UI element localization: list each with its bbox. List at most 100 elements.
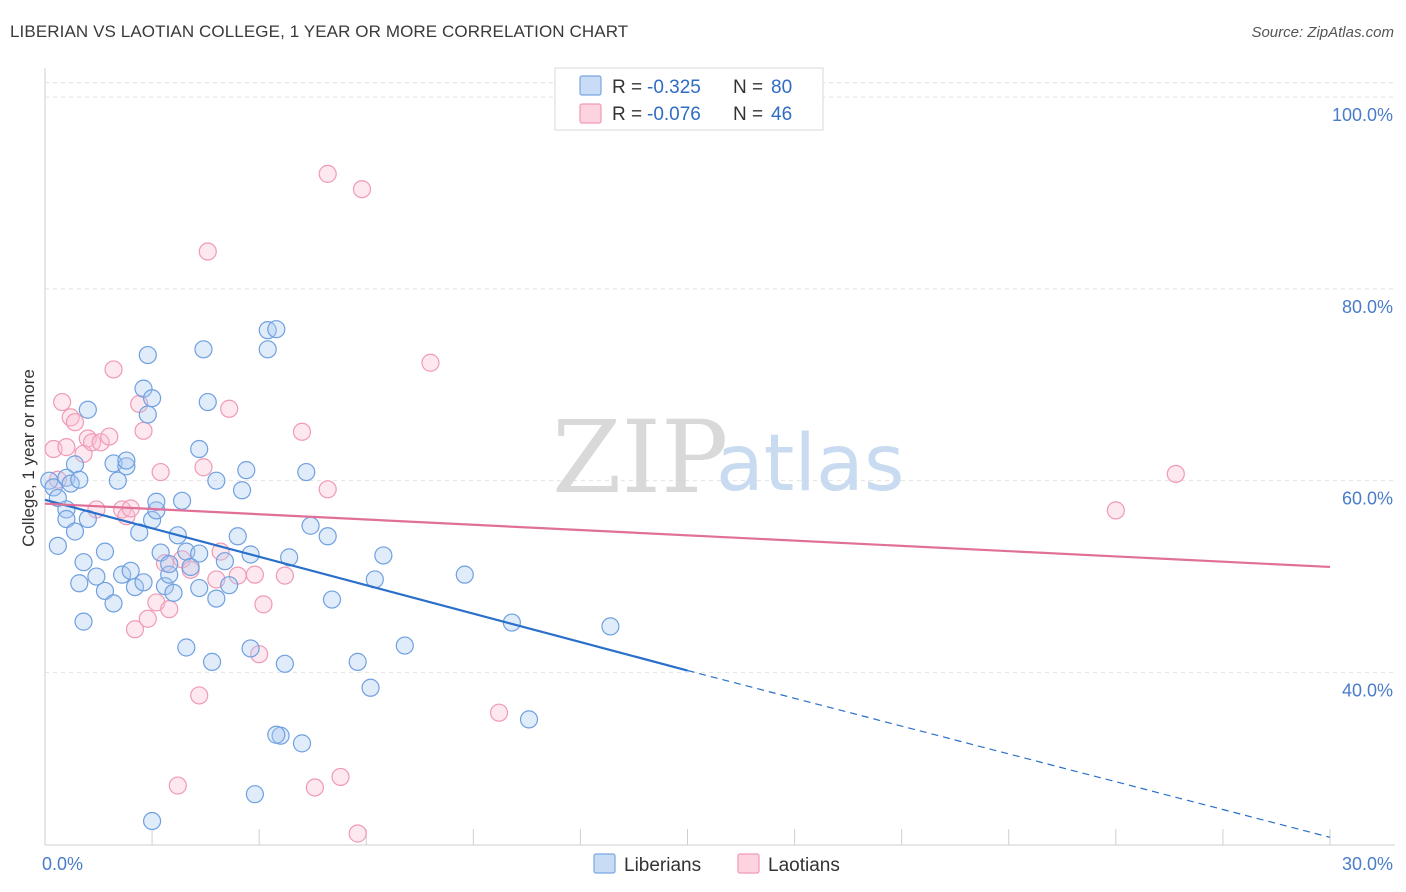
laotians-point	[190, 686, 209, 705]
laotians-point	[198, 242, 217, 261]
liberians-point	[601, 617, 620, 636]
laotians-point	[1166, 464, 1185, 484]
liberians-point	[361, 678, 380, 697]
liberians-point	[190, 439, 209, 459]
liberians-point	[245, 785, 264, 804]
laotians-trend-line	[44, 502, 1331, 569]
liberians-point	[228, 527, 247, 546]
liberians-point	[177, 638, 196, 657]
liberians-point	[95, 581, 115, 601]
liberians-point	[301, 516, 320, 535]
liberians-point	[202, 652, 222, 671]
y-tick-label-40: 40.0%	[1342, 680, 1393, 700]
liberians-point	[215, 552, 234, 571]
liberians-point	[134, 573, 153, 592]
liberians-point	[207, 471, 226, 490]
laotians-point	[245, 565, 264, 584]
liberians-point	[138, 405, 157, 424]
stats-n-value-laotians: 46	[771, 104, 792, 125]
liberians-point	[87, 567, 106, 586]
liberians-point	[267, 320, 286, 339]
liberians-point	[108, 471, 127, 490]
liberians-point	[395, 636, 414, 655]
laotians-point	[275, 566, 294, 585]
liberians-trend-line	[44, 498, 688, 672]
stats-legend-swatch-liberians	[579, 75, 602, 96]
laotians-points	[44, 164, 1185, 843]
series-legend: Liberians Laotians	[593, 853, 840, 876]
laotians-point	[138, 609, 157, 628]
liberians-point	[198, 392, 217, 412]
laotians-point	[1106, 501, 1125, 520]
x-tick-label-max: 30.0%	[1342, 854, 1393, 874]
liberians-point	[104, 594, 123, 613]
stats-n-label-liberians: N =	[733, 77, 763, 98]
liberians-point	[292, 734, 312, 753]
stats-r-value-liberians: -0.325	[647, 77, 701, 98]
y-axis-label: College, 1 year or more	[19, 369, 38, 547]
laotians-point	[348, 824, 367, 843]
laotians-point	[292, 422, 312, 441]
stats-r-label-laotians: R =	[612, 104, 642, 125]
laotians-point	[125, 620, 145, 639]
liberians-point	[65, 455, 85, 474]
laotians-point	[194, 458, 213, 477]
liberians-point	[237, 461, 256, 480]
liberians-point	[181, 557, 200, 577]
laotians-point	[57, 438, 76, 457]
legend-swatch-laotians	[737, 853, 760, 874]
source-credit: Source: ZipAtlas.com	[1251, 24, 1394, 41]
stats-legend-swatch-laotians	[579, 103, 602, 124]
liberians-point	[194, 340, 213, 359]
chart-title: LIBERIAN VS LAOTIAN COLLEGE, 1 YEAR OR M…	[10, 22, 629, 41]
liberians-point	[374, 546, 393, 565]
laotians-point	[151, 462, 170, 482]
axes: 40.0% 60.0% 80.0% 100.0% 0.0% 30.0%	[42, 68, 1395, 874]
liberians-point	[207, 589, 226, 608]
laotians-point	[489, 703, 509, 722]
stats-legend: R = -0.325 N = 80 R = -0.076 N = 46	[554, 67, 824, 131]
liberians-point	[74, 612, 93, 631]
stats-n-value-liberians: 80	[771, 77, 792, 98]
liberians-point	[190, 544, 209, 563]
liberians-point	[241, 639, 260, 658]
laotians-point	[168, 776, 187, 795]
y-tick-label-80: 80.0%	[1342, 297, 1393, 317]
liberians-point	[44, 478, 63, 497]
gridlines	[45, 82, 1395, 673]
liberians-point	[267, 725, 286, 744]
laotians-point	[318, 480, 337, 499]
laotians-point	[104, 360, 123, 379]
laotians-point	[53, 392, 72, 412]
liberians-point	[117, 457, 136, 476]
liberians-point	[138, 345, 157, 365]
liberians-point	[322, 590, 342, 609]
laotians-point	[254, 595, 273, 614]
liberians-point	[61, 474, 80, 493]
liberians-point	[258, 340, 277, 359]
legend-label-laotians: Laotians	[768, 855, 840, 876]
liberians-point	[220, 576, 239, 595]
liberians-point	[275, 654, 294, 673]
laotians-point	[65, 413, 85, 432]
liberians-point	[65, 522, 85, 541]
stats-r-label-liberians: R =	[612, 77, 642, 98]
laotians-point	[318, 164, 337, 183]
liberians-point	[142, 811, 162, 831]
trend-lines	[44, 498, 1331, 838]
liberians-point	[190, 578, 209, 598]
liberians-point	[142, 389, 162, 408]
liberians-point	[318, 527, 337, 546]
liberians-points	[40, 320, 620, 831]
liberians-point	[70, 470, 89, 489]
laotians-point	[100, 427, 119, 446]
legend-swatch-liberians	[593, 853, 616, 874]
liberians-point	[70, 574, 89, 593]
liberians-point	[125, 577, 145, 597]
y-tick-label-60: 60.0%	[1342, 489, 1393, 509]
liberians-point	[57, 509, 76, 529]
laotians-point	[331, 767, 350, 787]
liberians-point	[95, 542, 115, 561]
liberians-point	[48, 536, 67, 555]
